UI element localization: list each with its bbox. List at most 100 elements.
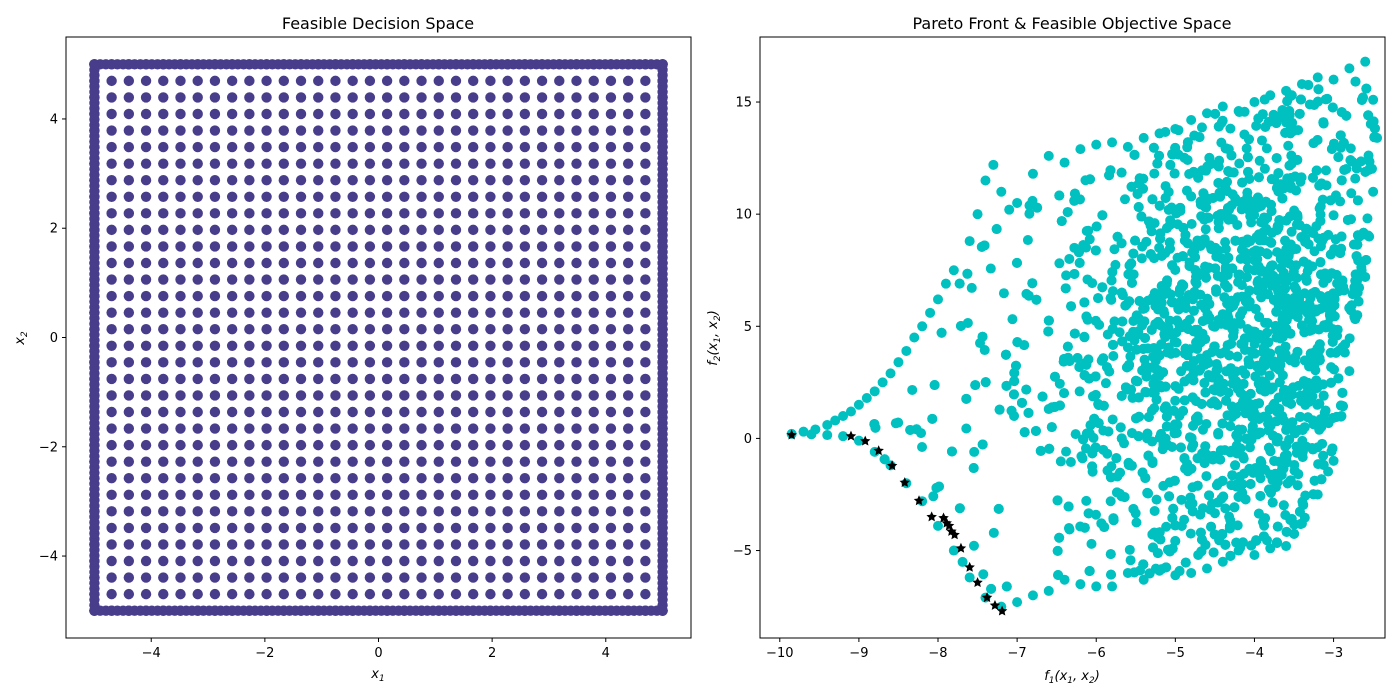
pareto-point <box>964 561 975 572</box>
decision-point <box>554 92 565 103</box>
decision-point <box>640 92 651 103</box>
decision-point <box>106 357 117 368</box>
decision-point <box>261 158 272 169</box>
decision-point <box>278 522 290 534</box>
objective-point <box>933 294 944 305</box>
decision-point <box>347 290 358 302</box>
objective-point <box>1151 350 1162 361</box>
decision-point <box>467 357 479 368</box>
objective-point <box>1281 541 1292 552</box>
objective-space-x-tick-label: −7 <box>1008 646 1027 661</box>
decision-point <box>192 406 203 418</box>
objective-point <box>1318 277 1329 288</box>
decision-point <box>261 357 272 368</box>
decision-point <box>571 406 582 418</box>
decision-point <box>467 158 479 169</box>
decision-point <box>433 539 444 550</box>
decision-point <box>571 373 582 385</box>
decision-point <box>588 456 599 467</box>
decision-point <box>502 423 513 434</box>
decision-point <box>416 506 427 517</box>
objective-point <box>1315 303 1326 314</box>
decision-point <box>261 75 272 87</box>
objective-point <box>1021 384 1032 395</box>
decision-point <box>450 108 462 120</box>
objective-point <box>1213 177 1224 188</box>
objective-point <box>1232 351 1243 362</box>
objective-point <box>1132 188 1143 199</box>
decision-point <box>588 257 599 269</box>
decision-point <box>278 92 290 103</box>
objective-point <box>1244 442 1255 453</box>
decision-point <box>622 125 634 136</box>
decision-point <box>554 473 565 484</box>
objective-point <box>1185 528 1196 539</box>
objective-point <box>1262 413 1273 424</box>
objective-space-x-tick-label: −10 <box>766 646 793 661</box>
objective-point <box>1368 116 1379 127</box>
decision-point <box>485 357 496 368</box>
objective-point <box>940 278 951 289</box>
objective-point <box>1116 167 1127 178</box>
decision-space-y-tick-label: −4 <box>39 550 58 565</box>
objective-point <box>1091 139 1102 150</box>
decision-point <box>605 257 617 269</box>
decision-point <box>519 456 531 467</box>
decision-point <box>485 572 496 583</box>
objective-point <box>1175 284 1186 295</box>
decision-point <box>158 92 169 103</box>
objective-point <box>1151 381 1162 392</box>
decision-point <box>347 489 358 500</box>
decision-point <box>244 522 255 534</box>
objective-point <box>1161 562 1172 573</box>
objective-point <box>1189 242 1200 253</box>
objective-point <box>1069 188 1080 199</box>
objective-point <box>1215 530 1226 541</box>
objective-point <box>1141 236 1152 247</box>
decision-point <box>554 241 565 252</box>
decision-point <box>399 208 410 219</box>
objective-point <box>1004 204 1015 215</box>
decision-point <box>244 539 255 550</box>
objective-point <box>1138 343 1149 354</box>
decision-point <box>519 555 531 567</box>
decision-point <box>364 439 376 451</box>
decision-point <box>622 108 634 120</box>
decision-point <box>278 75 290 87</box>
decision-space-y-tick-label: −2 <box>39 440 58 455</box>
objective-point <box>1224 350 1235 361</box>
decision-point <box>364 191 376 202</box>
decision-point <box>588 439 599 451</box>
decision-point <box>244 456 255 467</box>
decision-point <box>399 539 410 550</box>
pareto-point <box>996 605 1008 616</box>
decision-point <box>106 175 117 186</box>
decision-point <box>467 208 479 219</box>
objective-point <box>1053 569 1064 580</box>
decision-point <box>295 473 307 484</box>
decision-point <box>158 373 169 385</box>
objective-point <box>1349 282 1360 293</box>
decision-point <box>226 572 238 583</box>
decision-point <box>605 274 617 285</box>
objective-point <box>1205 504 1216 515</box>
objective-point <box>954 278 965 289</box>
pareto-point <box>949 529 960 540</box>
decision-point <box>244 588 255 600</box>
decision-point <box>175 555 186 567</box>
objective-point <box>933 520 944 531</box>
decision-point <box>123 241 135 252</box>
decision-point <box>226 125 238 136</box>
decision-point <box>192 224 203 236</box>
decision-point <box>123 588 135 600</box>
decision-point <box>502 257 513 269</box>
objective-point <box>1136 211 1147 222</box>
decision-point <box>330 522 341 534</box>
objective-point <box>1329 138 1340 149</box>
decision-point <box>209 274 221 285</box>
objective-point <box>1312 134 1323 145</box>
objective-point <box>1286 150 1297 161</box>
decision-point <box>313 224 324 236</box>
decision-point <box>347 158 358 169</box>
objective-point <box>822 419 833 430</box>
